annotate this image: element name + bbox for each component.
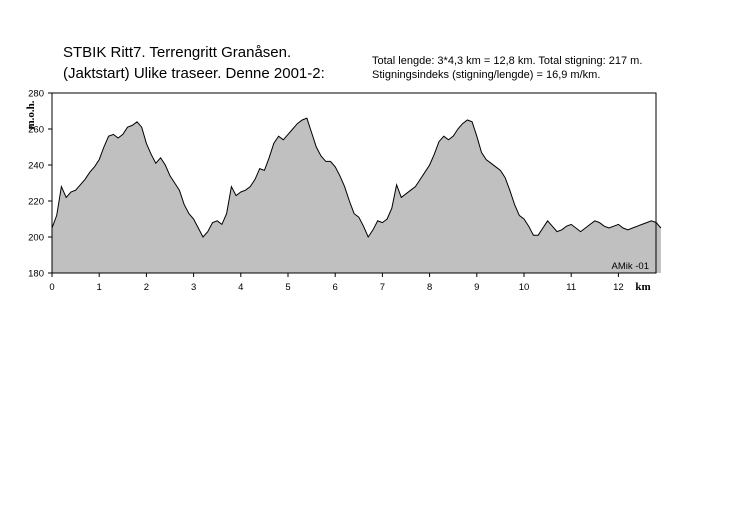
x-tick-label: 5 xyxy=(285,282,290,293)
elevation-area xyxy=(52,118,661,273)
total-length-info: Total lengde: 3*4,3 km = 12,8 km. Total … xyxy=(372,55,643,67)
y-tick-label: 200 xyxy=(28,233,44,244)
elevation-line xyxy=(51,117,662,239)
climb-index-info: Stigningsindeks (stigning/lengde) = 16,9… xyxy=(372,69,601,81)
chart-title-line2: (Jaktstart) Ulike traseer. Denne 2001-2: xyxy=(63,65,325,82)
x-tick-label: 4 xyxy=(238,282,243,293)
y-tick-label: 180 xyxy=(28,269,44,280)
x-tick-label: 7 xyxy=(380,282,385,293)
plot-frame xyxy=(51,92,657,274)
y-tick-label: 220 xyxy=(28,197,44,208)
author-annotation: AMik -01 xyxy=(612,261,649,272)
y-axis-label: m.o.h. xyxy=(25,100,37,129)
y-tick-label: 280 xyxy=(28,89,44,100)
x-axis-label: km xyxy=(635,281,650,293)
x-tick-label: 6 xyxy=(333,282,338,293)
x-tick-label: 10 xyxy=(519,282,530,293)
x-tick-label: 11 xyxy=(566,282,576,293)
x-tick-label: 8 xyxy=(427,282,432,293)
y-tick-label: 240 xyxy=(28,161,44,172)
x-tick-label: 2 xyxy=(144,282,149,293)
x-tick-label: 12 xyxy=(613,282,624,293)
x-tick-label: 3 xyxy=(191,282,196,293)
x-tick-label: 0 xyxy=(49,282,54,293)
y-tick-label: 260 xyxy=(28,125,44,136)
x-tick-label: 9 xyxy=(474,282,479,293)
x-tick-label: 1 xyxy=(97,282,102,293)
chart-title-line1: STBIK Ritt7. Terrengritt Granåsen. xyxy=(63,44,292,61)
